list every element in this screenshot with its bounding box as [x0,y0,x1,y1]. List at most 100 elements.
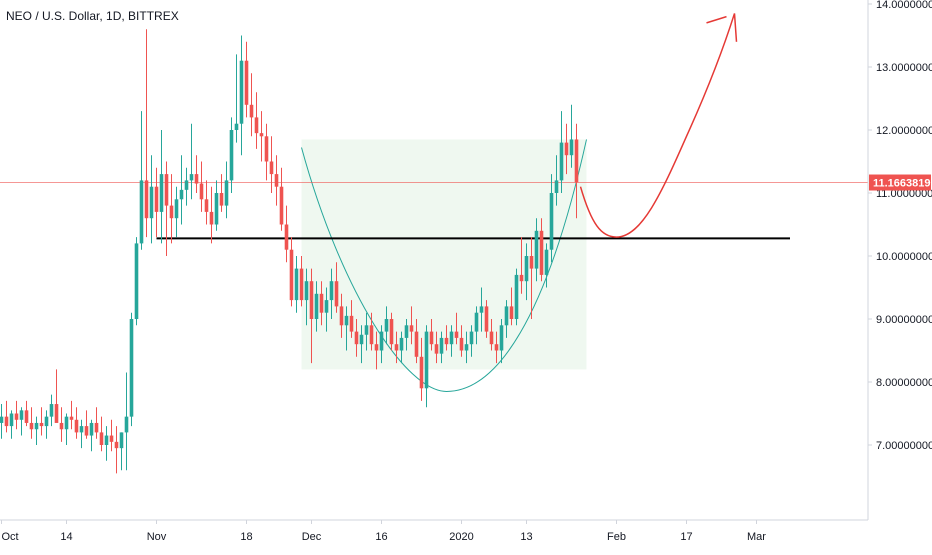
candle-body [574,139,579,183]
price-tick-label: 11.00000000 [876,188,932,200]
candle-body [134,243,139,319]
time-tick-label: 13 [520,531,532,543]
candle-body [219,193,224,206]
candle-body [39,422,44,427]
candle-body [529,256,534,269]
candle-body [484,306,489,332]
candle-body [64,416,69,430]
candle-body [114,441,119,449]
candle-body [189,174,194,181]
candle-body [444,337,449,345]
time-tick-label: 2020 [449,531,473,543]
candle-body [314,293,319,319]
price-tick-label: 9.00000000 [876,314,932,326]
candle-body [269,161,274,175]
candle-body [489,331,494,345]
candle-body [519,274,524,282]
candle-body [99,432,104,445]
candle-body [479,306,484,313]
price-tick-label: 8.00000000 [876,377,932,389]
candle-body [9,413,14,427]
candle-body [504,306,509,326]
candle-body [509,306,514,319]
forecast-tick [706,15,727,24]
time-tick-label: 17 [680,531,692,543]
candle-body [69,416,74,420]
candle-body [434,344,439,354]
candle-body [419,356,424,389]
candle-body [49,404,54,417]
candle-body [424,331,429,389]
candle-body [4,416,9,427]
candle-body [474,312,479,332]
candle-body [14,413,19,420]
candle-body [559,142,564,181]
candles-layer [0,29,579,474]
candle-body [399,337,404,351]
time-tick-label: Oct [2,531,19,543]
candle-body [544,249,549,275]
time-axis[interactable]: Oct 14 Nov 18 Dec 16 2020 13 Feb 17 Mar [0,519,868,543]
candle-body [129,319,134,417]
candle-body [279,186,284,225]
symbol-title: NEO / U.S. Dollar, 1D, BITTREX [6,9,179,23]
candle-body [59,422,64,430]
candle-body [514,274,519,319]
candle-body [494,344,499,351]
candle-body [24,410,29,423]
candle-body [139,180,144,244]
price-tick-label: 13.00000000 [876,62,932,74]
candle-body [329,281,334,301]
candle-body [274,174,279,187]
candle-body [289,249,294,301]
candle-body [164,174,169,206]
candle-body [304,281,309,301]
candle-body [569,139,574,156]
candle-body [29,422,34,430]
forecast-curve [579,13,738,238]
price-tick-label: 14.00000000 [876,0,932,11]
candle-body [449,331,454,345]
candle-body [379,331,384,351]
candle-body [324,300,329,313]
time-tick-label: 14 [60,531,72,543]
candle-body [34,422,39,430]
candle-body [154,186,159,212]
candle-body [254,117,259,134]
candle-body [469,331,474,345]
time-tick-label: Dec [302,531,322,543]
candle-body [144,180,149,219]
candle-body [384,319,389,332]
candle-body [309,281,314,319]
time-tick-label: 18 [240,531,252,543]
time-tick-label: Feb [607,531,626,543]
candle-body [44,416,49,427]
candle-body [369,325,374,345]
time-tick-label: Mar [747,531,766,543]
candle-body [409,325,414,332]
candle-body [229,130,234,181]
candle-body [564,142,569,156]
forecast-drawing-layer [579,13,738,238]
cup-shaded-area [301,139,587,370]
candle-body [549,193,554,250]
price-axis[interactable]: 7.00000000 8.00000000 9.00000000 10.0000000… [867,0,932,520]
candle-body [174,199,179,219]
candle-body [344,315,349,326]
candle-body [194,174,199,184]
candle-body [349,315,354,332]
candle-body [359,334,364,345]
candle-body [224,180,229,206]
candle-body [334,281,339,307]
candle-body [374,344,379,351]
candle-body [79,426,84,433]
last-price-badge [869,174,931,191]
candle-body [184,180,189,190]
candle-body [394,344,399,351]
cup-pattern-layer [301,139,587,392]
candle-body [539,230,544,275]
candle-body [19,410,24,420]
candle-body [429,331,434,345]
